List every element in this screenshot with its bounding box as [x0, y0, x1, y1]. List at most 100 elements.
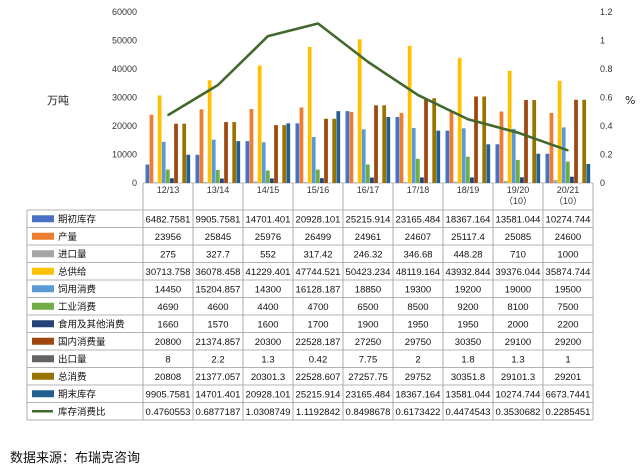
table-cell: 327.7	[206, 249, 230, 260]
bar-series-11	[186, 111, 591, 183]
category-label: 20/21	[557, 185, 580, 195]
table-cell: 22528.187	[296, 337, 341, 348]
table-cell: 346.68	[403, 249, 432, 260]
table-cell: 25085	[505, 232, 531, 243]
bar	[286, 123, 291, 183]
table-cell: 275	[160, 249, 176, 260]
line-point	[517, 131, 519, 134]
bar	[165, 169, 170, 183]
bar	[582, 99, 587, 183]
line-point	[167, 114, 169, 116]
table-cell: 22528.607	[296, 372, 341, 383]
bar	[265, 170, 270, 183]
bar	[320, 178, 324, 183]
bar-series-4	[157, 39, 562, 184]
bar	[161, 141, 166, 183]
bar	[211, 139, 216, 183]
table-cell: 9200	[457, 302, 478, 313]
table-cell: 6482.7581	[146, 214, 191, 225]
bar	[157, 95, 162, 183]
table-cell: 2.2	[211, 354, 224, 365]
legend-swatch	[32, 320, 54, 328]
table-cell: 10274.744	[496, 389, 541, 400]
table-cell: 1000	[557, 249, 578, 260]
legend-swatch	[32, 250, 54, 258]
bar	[457, 57, 462, 183]
category-label: 13/14	[207, 185, 230, 195]
table-cell: 7.75	[359, 354, 378, 365]
table-cell: 48119.164	[396, 267, 440, 278]
bar	[407, 45, 412, 183]
bar	[336, 111, 341, 183]
left-tick-label: 40000	[112, 64, 137, 74]
table-cell: 7500	[557, 302, 578, 313]
bar	[195, 154, 200, 183]
bar	[449, 111, 454, 183]
legend-swatch	[32, 215, 54, 223]
left-tick-label: 60000	[112, 7, 137, 17]
table-cell: 13581.044	[496, 214, 541, 225]
left-tick-label: 30000	[112, 93, 137, 103]
legend-label: 工业消费	[58, 301, 96, 313]
table-cell: 24961	[355, 232, 381, 243]
table-cell: 20808	[155, 372, 181, 383]
table-cell: 1900	[357, 319, 378, 330]
right-tick-label: 1	[600, 36, 605, 46]
category-label: 18/19	[457, 185, 480, 195]
line-point	[467, 118, 469, 121]
table-cell: 24607	[405, 232, 431, 243]
right-y-axis: 0 0.2 0.4 0.6 0.8 1 1.2	[600, 7, 613, 188]
table-cell: 14450	[155, 284, 181, 295]
table-cell: 29100	[505, 337, 531, 348]
bar	[453, 181, 458, 183]
category-label: 12/13	[157, 185, 180, 195]
table-cell: 448.28	[453, 249, 482, 260]
bar-series-1	[145, 111, 550, 183]
table-cell: 16128.187	[296, 284, 341, 295]
bar	[420, 177, 424, 183]
legend-label: 总消费	[58, 371, 87, 383]
table-cell: 18367.164	[446, 214, 491, 225]
table-cell: 4700	[307, 302, 328, 313]
bar	[395, 116, 400, 183]
bar	[565, 161, 570, 184]
legend-swatch	[32, 355, 54, 363]
legend-label: 总供给	[58, 266, 87, 278]
bar	[557, 80, 562, 183]
table-cell: 2200	[557, 319, 578, 330]
table-cell: 0.42	[309, 354, 328, 365]
table-cell: 25117.4	[451, 232, 485, 243]
legend-swatch	[32, 232, 54, 240]
line-point	[567, 149, 569, 152]
table-cell: 6500	[357, 302, 378, 313]
table-cell: 13581.044	[446, 389, 491, 400]
table-cell: 29201	[555, 372, 581, 383]
line-point	[217, 84, 219, 86]
table-cell: 20301.3	[251, 372, 285, 383]
table-cell: 0.4760553	[146, 407, 191, 418]
legend-swatch	[32, 390, 54, 398]
bar	[207, 80, 212, 183]
table-cell: 21377.057	[196, 372, 241, 383]
bar	[482, 96, 487, 183]
bar	[561, 127, 566, 183]
bar	[299, 107, 304, 183]
table-cell: 10274.744	[546, 214, 591, 225]
bar	[374, 105, 378, 183]
category-label: 19/20	[507, 185, 530, 195]
bar	[282, 125, 287, 183]
bar	[436, 130, 441, 183]
table-cell: 6673.7441	[546, 389, 591, 400]
table-cell: 25215.914	[346, 214, 391, 225]
table-cell: 26499	[305, 232, 331, 243]
table-cell: 0.3530682	[496, 407, 541, 418]
bar	[186, 154, 191, 183]
table-cell: 30713.758	[146, 267, 191, 278]
bar	[270, 178, 274, 183]
line-series-group	[167, 22, 569, 152]
bar	[224, 122, 228, 183]
bar	[536, 153, 541, 183]
bar	[345, 111, 350, 183]
legend-swatch	[32, 267, 54, 275]
